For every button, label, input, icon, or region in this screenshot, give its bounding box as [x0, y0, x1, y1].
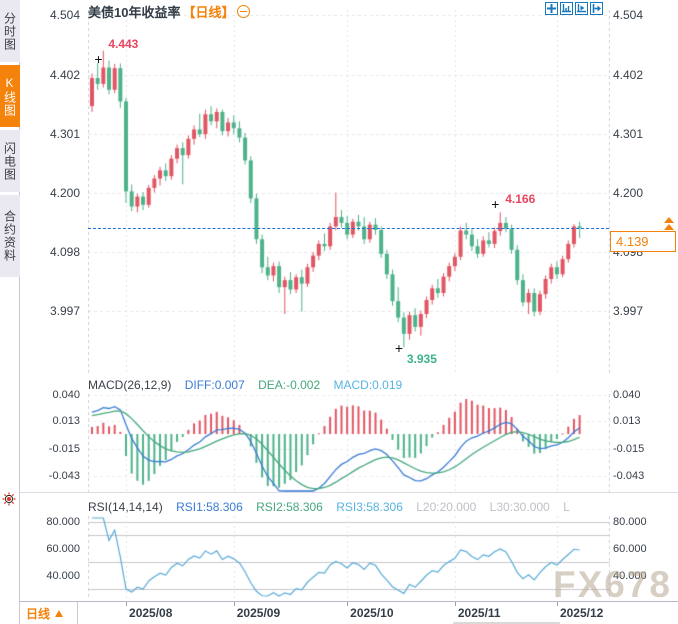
period-label: 日线	[26, 607, 51, 621]
rsi-axis-label-left: 80.000	[46, 516, 80, 528]
x-axis-tick	[347, 602, 349, 606]
rsi-axis-label-left: 40.000	[46, 569, 80, 582]
period-selector[interactable]: 日线	[20, 602, 78, 624]
low-marker-icon: +	[394, 340, 404, 357]
macd-params: MACD(26,12,9)	[88, 378, 172, 392]
rsi-header: RSI(14,14,14) RSI1:58.306 RSI2:58.306 RS…	[88, 500, 580, 514]
macd-axis-label-left: 0.013	[52, 415, 80, 428]
high-marker-icon: +	[94, 50, 103, 67]
rsi-axis-label-left: 60.000	[46, 542, 80, 555]
main-axis-label-right: 4.504	[613, 8, 644, 22]
x-axis-play-icon[interactable]	[575, 2, 588, 15]
rsi1-value: RSI1:58.306	[176, 500, 243, 514]
sidebar-tab-contract-info[interactable]: 合约资料	[0, 195, 20, 277]
period-low-label: 3.935	[406, 352, 437, 367]
main-axis-label-left: 4.504	[49, 8, 80, 22]
swing-high-marker-icon: +	[491, 196, 500, 213]
macd-axis-label-right: 0.040	[613, 389, 641, 401]
main-axis-label-right: 3.997	[613, 304, 644, 319]
current-price-badge: 4.139	[610, 231, 676, 252]
rsi-l20-value: L20:20.000	[416, 500, 477, 514]
rsi-params: RSI(14,14,14)	[88, 500, 163, 514]
rsi-l30-value: L30:30.000	[489, 500, 550, 514]
period-high-label: 4.443	[108, 36, 139, 51]
toolbar	[545, 2, 603, 15]
rsi-axis-label-right: 40.000	[613, 569, 647, 582]
main-axis-label-right: 4.200	[613, 185, 644, 200]
main-axis-label-left: 3.997	[49, 304, 80, 319]
scrollbar-thumb[interactable]	[453, 622, 560, 624]
panel-divider	[20, 492, 678, 493]
sidebar: 分时图 K线图 闪电图 合约资料	[0, 0, 20, 624]
period-up-arrow-icon	[55, 610, 64, 617]
main-axis-label-right: 4.402	[613, 67, 644, 82]
rsi-axis-label-right: 60.000	[613, 542, 647, 555]
x-axis-label: 2025/12	[559, 606, 604, 620]
macd-axis-label-left: 0.040	[52, 389, 80, 401]
x-axis-label: 2025/10	[350, 606, 394, 620]
x-axis-label: 2025/08	[129, 606, 173, 620]
indicator-highlight-icon[interactable]	[2, 492, 16, 511]
macd-axis-label-right: -0.015	[613, 442, 645, 455]
main-axis-label-left: 4.402	[49, 67, 80, 82]
x-axis-tick	[233, 602, 235, 606]
crosshair-move-icon[interactable]	[545, 2, 558, 15]
price-up-arrows-icon	[663, 216, 675, 231]
sidebar-tab-flash[interactable]: 闪电图	[0, 130, 20, 192]
main-chart-canvas[interactable]	[88, 10, 610, 374]
macd-axis-label-right: -0.043	[613, 470, 645, 482]
macd-axis-label-right: 0.013	[613, 415, 641, 428]
x-axis-tick	[126, 602, 128, 606]
x-axis-label: 2025/09	[236, 606, 281, 620]
macd-hist-value: MACD:0.019	[333, 378, 403, 392]
macd-header: MACD(26,12,9) DIFF:0.007 DEA:-0.002 MACD…	[88, 378, 412, 392]
main-axis-label-left: 4.098	[49, 245, 80, 260]
main-axis-label-right: 4.301	[613, 126, 644, 141]
page-title: 美债10年收益率	[88, 5, 181, 20]
bottom-bar: 日线 2025/08 2025/09 2025/10 2025/11 2025/12	[20, 601, 678, 624]
rsi-panel-canvas[interactable]	[88, 516, 610, 598]
period-badge: 【日线】	[182, 5, 235, 20]
rsi3-value: RSI3:58.306	[336, 500, 403, 514]
rsi-l50-truncated: L	[563, 500, 570, 514]
y-axis-scale-icon[interactable]	[560, 2, 573, 15]
rsi2-value: RSI2:58.306	[256, 500, 323, 514]
x-axis-tick	[454, 602, 456, 606]
current-price-line	[88, 228, 609, 229]
pan-right-icon[interactable]	[590, 2, 603, 15]
swing-high-label: 4.166	[505, 192, 536, 207]
minus-circle-icon[interactable]	[237, 5, 251, 18]
macd-axis-label-left: -0.015	[48, 442, 80, 455]
macd-panel-canvas[interactable]	[88, 394, 610, 492]
rsi-axis-label-right: 80.000	[613, 516, 647, 528]
macd-diff-value: DIFF:0.007	[184, 378, 245, 392]
x-axis-label: 2025/11	[457, 606, 501, 620]
sidebar-tab-kline[interactable]: K线图	[0, 65, 20, 127]
title-row: 美债10年收益率 【日线】	[88, 2, 251, 20]
x-axis-tick	[556, 602, 558, 606]
main-axis-label-left: 4.301	[49, 126, 80, 141]
macd-axis-label-left: -0.043	[48, 470, 80, 482]
main-axis-label-left: 4.200	[49, 185, 80, 200]
sidebar-tab-timeline[interactable]: 分时图	[0, 0, 20, 62]
macd-dea-value: DEA:-0.002	[258, 378, 321, 392]
